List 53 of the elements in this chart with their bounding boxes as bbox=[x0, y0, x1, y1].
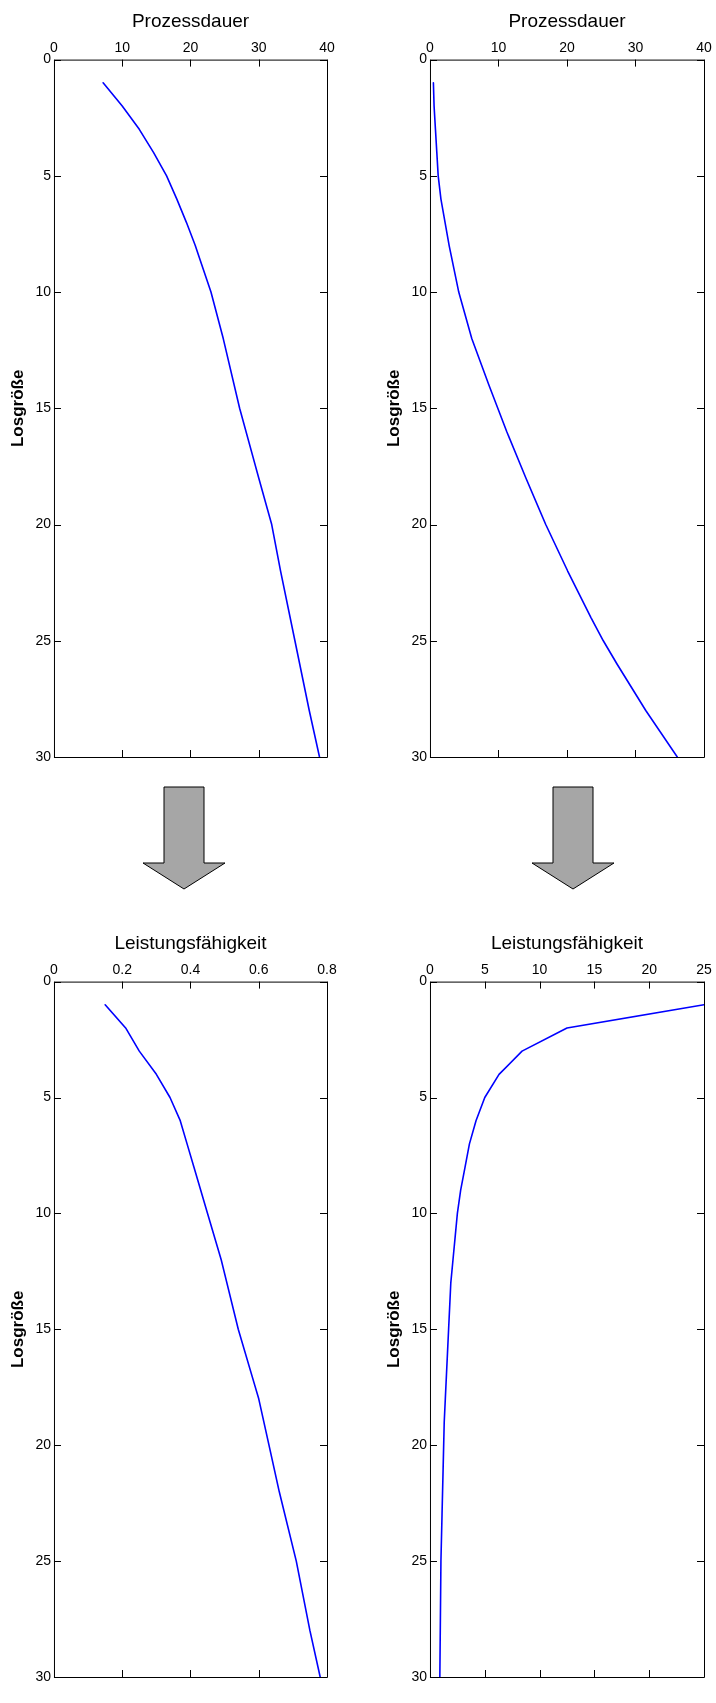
y-axis-title: Losgröße bbox=[7, 369, 27, 448]
x-tick-label: 0.6 bbox=[249, 961, 269, 978]
y-tick-label: 0 bbox=[43, 972, 52, 989]
y-tick-label: 20 bbox=[35, 1436, 52, 1453]
x-tick-label: 40 bbox=[319, 39, 335, 56]
y-tick-label: 10 bbox=[35, 1204, 52, 1221]
y-tick-label: 0 bbox=[419, 972, 428, 989]
x-tick-label: 25 bbox=[696, 961, 712, 978]
x-axis-title: Prozessdauer bbox=[508, 9, 627, 31]
y-axis-title: Losgröße bbox=[7, 1290, 27, 1369]
x-tick-label: 5 bbox=[480, 961, 489, 978]
y-tick-label: 20 bbox=[35, 515, 52, 532]
y-tick-label: 5 bbox=[43, 166, 52, 183]
y-tick-label: 20 bbox=[411, 515, 428, 532]
y-tick-label: 30 bbox=[35, 1667, 52, 1684]
y-tick-label: 25 bbox=[35, 1551, 52, 1568]
y-tick-label: 20 bbox=[411, 1436, 428, 1453]
y-tick-label: 25 bbox=[411, 1551, 428, 1568]
x-tick-label: 20 bbox=[559, 39, 575, 56]
x-tick-label: 30 bbox=[250, 39, 267, 56]
y-tick-label: 10 bbox=[35, 282, 52, 299]
y-tick-label: 25 bbox=[411, 631, 428, 648]
x-axis-title: Leistungsfähigkeit bbox=[490, 931, 644, 953]
x-tick-label: 10 bbox=[490, 39, 507, 56]
y-tick-label: 15 bbox=[35, 399, 52, 416]
y-tick-label: 15 bbox=[35, 1320, 52, 1337]
y-tick-label: 10 bbox=[411, 282, 428, 299]
x-tick-label: 0.4 bbox=[180, 961, 201, 978]
y-tick-label: 30 bbox=[411, 747, 428, 764]
x-tick-label: 0.2 bbox=[112, 961, 133, 978]
y-tick-label: 10 bbox=[411, 1204, 428, 1221]
x-tick-label: 0.8 bbox=[317, 961, 337, 978]
y-tick-label: 30 bbox=[411, 1667, 428, 1684]
x-tick-label: 20 bbox=[641, 961, 658, 978]
y-tick-label: 0 bbox=[419, 50, 428, 67]
y-tick-label: 25 bbox=[35, 631, 52, 648]
x-tick-label: 40 bbox=[696, 39, 712, 56]
x-tick-label: 10 bbox=[531, 961, 548, 978]
y-tick-label: 5 bbox=[419, 166, 428, 183]
x-tick-label: 30 bbox=[627, 39, 644, 56]
x-tick-label: 10 bbox=[114, 39, 131, 56]
x-tick-label: 15 bbox=[586, 961, 603, 978]
y-tick-label: 30 bbox=[35, 747, 52, 764]
y-tick-label: 15 bbox=[411, 1320, 428, 1337]
y-tick-label: 15 bbox=[411, 399, 428, 416]
y-tick-label: 5 bbox=[419, 1088, 428, 1105]
x-tick-label: 20 bbox=[182, 39, 199, 56]
y-axis-title: Losgröße bbox=[383, 1290, 403, 1369]
x-axis-title: Prozessdauer bbox=[131, 9, 250, 31]
y-tick-label: 5 bbox=[43, 1088, 52, 1105]
x-axis-title: Leistungsfähigkeit bbox=[114, 931, 268, 953]
y-tick-label: 0 bbox=[43, 50, 52, 67]
y-axis-title: Losgröße bbox=[383, 369, 403, 448]
